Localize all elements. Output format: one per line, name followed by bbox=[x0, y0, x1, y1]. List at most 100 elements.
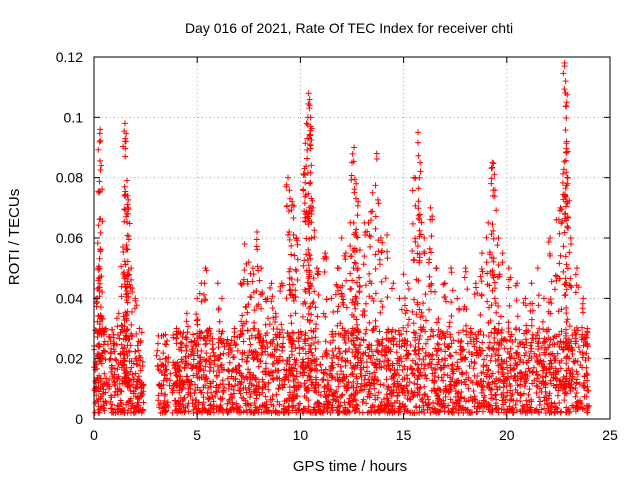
y-tick-label: 0.06 bbox=[56, 230, 83, 246]
baseline-point bbox=[237, 409, 244, 416]
spike-point bbox=[422, 317, 429, 324]
peak-point bbox=[163, 355, 170, 362]
baseline-point bbox=[559, 346, 566, 353]
peak-point bbox=[124, 177, 131, 184]
spike-point bbox=[441, 371, 448, 378]
spike-point bbox=[133, 302, 140, 309]
spike-point bbox=[182, 353, 189, 360]
spike-point bbox=[584, 343, 591, 350]
spike-point bbox=[122, 153, 129, 160]
spike-point bbox=[562, 291, 569, 298]
spike-point bbox=[304, 214, 311, 221]
baseline-point bbox=[554, 392, 561, 399]
baseline-point bbox=[101, 402, 108, 409]
spike-point bbox=[562, 326, 569, 333]
baseline-point bbox=[213, 384, 220, 391]
spike-point bbox=[196, 359, 203, 366]
spike-point bbox=[125, 293, 132, 300]
peak-point bbox=[111, 340, 118, 347]
spike-point bbox=[494, 242, 501, 249]
baseline-point bbox=[209, 393, 216, 400]
baseline-point bbox=[180, 329, 187, 336]
baseline-point bbox=[102, 389, 109, 396]
baseline-point bbox=[514, 361, 521, 368]
spike-point bbox=[490, 255, 497, 262]
baseline-point bbox=[573, 399, 580, 406]
spike-point bbox=[556, 207, 563, 214]
baseline-point bbox=[312, 345, 319, 352]
spike-point bbox=[545, 334, 552, 341]
baseline-point bbox=[572, 340, 579, 347]
spike-point bbox=[100, 328, 107, 335]
peak-point bbox=[499, 250, 506, 257]
spike-point bbox=[561, 191, 568, 198]
spike-point bbox=[283, 367, 290, 374]
baseline-point bbox=[200, 394, 207, 401]
spike-point bbox=[417, 168, 424, 175]
peak-point bbox=[505, 265, 512, 272]
peak-point bbox=[547, 235, 554, 241]
baseline-point bbox=[380, 358, 387, 365]
spike-point bbox=[567, 346, 574, 353]
baseline-point bbox=[292, 392, 299, 399]
baseline-point bbox=[378, 407, 385, 414]
spike-point bbox=[232, 342, 239, 349]
baseline-point bbox=[457, 343, 464, 350]
spike-point bbox=[121, 357, 128, 364]
spike-point bbox=[302, 140, 309, 147]
spike-point bbox=[173, 334, 180, 341]
spike-point bbox=[548, 278, 555, 285]
baseline-point bbox=[584, 371, 591, 378]
peak-point bbox=[491, 171, 498, 178]
spike-point bbox=[253, 243, 260, 250]
spike-point bbox=[335, 287, 342, 294]
spike-point bbox=[239, 312, 246, 319]
baseline-point bbox=[489, 395, 496, 402]
baseline-point bbox=[217, 335, 224, 342]
baseline-point bbox=[274, 341, 281, 348]
baseline-point bbox=[470, 365, 477, 372]
spike-point bbox=[303, 209, 310, 216]
spike-point bbox=[401, 302, 408, 309]
baseline-point bbox=[324, 377, 331, 384]
baseline-point bbox=[406, 379, 413, 386]
baseline-point bbox=[214, 363, 221, 370]
spike-point bbox=[495, 320, 502, 327]
baseline-point bbox=[450, 337, 457, 344]
peak-point bbox=[534, 265, 541, 272]
baseline-point bbox=[229, 401, 236, 408]
baseline-point bbox=[329, 404, 336, 411]
spike-point bbox=[305, 135, 312, 142]
spike-point bbox=[471, 372, 478, 379]
baseline-point bbox=[301, 405, 308, 412]
peak-point bbox=[225, 340, 232, 347]
spike-point bbox=[412, 175, 419, 182]
baseline-point bbox=[293, 368, 300, 375]
baseline-point bbox=[529, 331, 536, 338]
baseline-point bbox=[545, 405, 552, 412]
spike-point bbox=[561, 292, 568, 299]
spike-point bbox=[127, 368, 134, 375]
baseline-point bbox=[242, 400, 249, 407]
baseline-point bbox=[321, 404, 328, 411]
spike-point bbox=[575, 284, 582, 291]
spike-point bbox=[262, 321, 269, 328]
spike-point bbox=[307, 145, 314, 152]
baseline-point bbox=[296, 400, 303, 407]
baseline-point bbox=[521, 344, 528, 351]
baseline-point bbox=[454, 390, 461, 397]
baseline-point bbox=[117, 351, 124, 358]
spike-point bbox=[197, 330, 204, 337]
spike-point bbox=[200, 291, 207, 298]
spike-point bbox=[342, 362, 349, 369]
baseline-point bbox=[130, 381, 137, 388]
spike-point bbox=[353, 295, 360, 302]
baseline-point bbox=[204, 389, 211, 396]
spike-point bbox=[240, 276, 247, 283]
spike-point bbox=[493, 309, 500, 316]
spike-point bbox=[287, 312, 294, 319]
spike-point bbox=[288, 207, 295, 214]
baseline-point bbox=[176, 346, 183, 353]
spike-point bbox=[488, 165, 495, 172]
baseline-point bbox=[336, 350, 343, 357]
